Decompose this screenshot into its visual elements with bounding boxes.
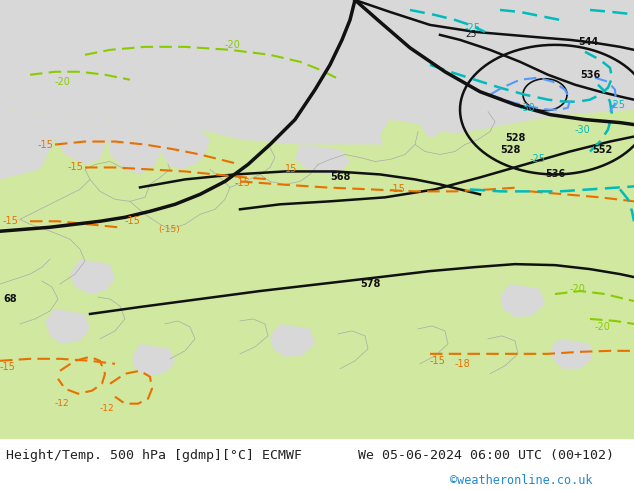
Text: (-15): (-15) (158, 225, 180, 234)
Polygon shape (50, 115, 120, 165)
Polygon shape (500, 284, 545, 317)
Text: -20: -20 (570, 284, 586, 294)
Text: -18: -18 (455, 359, 471, 369)
Text: 578: 578 (360, 279, 380, 289)
Polygon shape (0, 0, 634, 145)
Text: 15: 15 (285, 165, 297, 174)
Text: 528: 528 (505, 133, 526, 143)
Polygon shape (0, 0, 634, 439)
Polygon shape (270, 324, 315, 357)
Polygon shape (70, 259, 115, 294)
Text: -30: -30 (575, 124, 591, 135)
Polygon shape (108, 120, 170, 174)
Polygon shape (380, 120, 430, 157)
Text: -20: -20 (225, 40, 241, 50)
Polygon shape (132, 344, 175, 376)
Text: -25: -25 (610, 99, 626, 110)
Polygon shape (530, 0, 634, 115)
Polygon shape (45, 309, 90, 344)
Text: -20: -20 (55, 77, 71, 87)
Polygon shape (295, 145, 350, 174)
Text: -25: -25 (530, 154, 546, 165)
Text: -15: -15 (430, 356, 446, 366)
Text: 68: 68 (3, 294, 16, 304)
Text: -15: -15 (0, 362, 16, 372)
Text: 536: 536 (580, 70, 600, 80)
Polygon shape (160, 124, 210, 170)
Polygon shape (435, 132, 475, 159)
Text: Height/Temp. 500 hPa [gdmp][°C] ECMWF: Height/Temp. 500 hPa [gdmp][°C] ECMWF (6, 448, 302, 462)
Text: 568: 568 (330, 172, 351, 182)
Text: -12: -12 (55, 399, 70, 408)
Polygon shape (551, 339, 592, 369)
Text: -25: -25 (465, 23, 481, 33)
Text: 25: 25 (465, 30, 476, 39)
Text: 552: 552 (592, 145, 612, 154)
Text: -15: -15 (390, 184, 406, 195)
Text: -20: -20 (595, 322, 611, 332)
Text: -15: -15 (125, 216, 141, 226)
Text: -15: -15 (235, 178, 251, 188)
Text: 544: 544 (578, 37, 598, 47)
Text: -15: -15 (68, 163, 84, 172)
Text: -30: -30 (520, 102, 536, 113)
Text: ©weatheronline.co.uk: ©weatheronline.co.uk (450, 474, 593, 487)
Polygon shape (0, 110, 70, 179)
Text: -15: -15 (38, 140, 54, 149)
Text: -15: -15 (3, 216, 19, 226)
Text: -12: -12 (100, 404, 115, 413)
Text: 528: 528 (500, 145, 521, 154)
Text: We 05-06-2024 06:00 UTC (00+102): We 05-06-2024 06:00 UTC (00+102) (358, 448, 614, 462)
Text: 536: 536 (545, 170, 566, 179)
